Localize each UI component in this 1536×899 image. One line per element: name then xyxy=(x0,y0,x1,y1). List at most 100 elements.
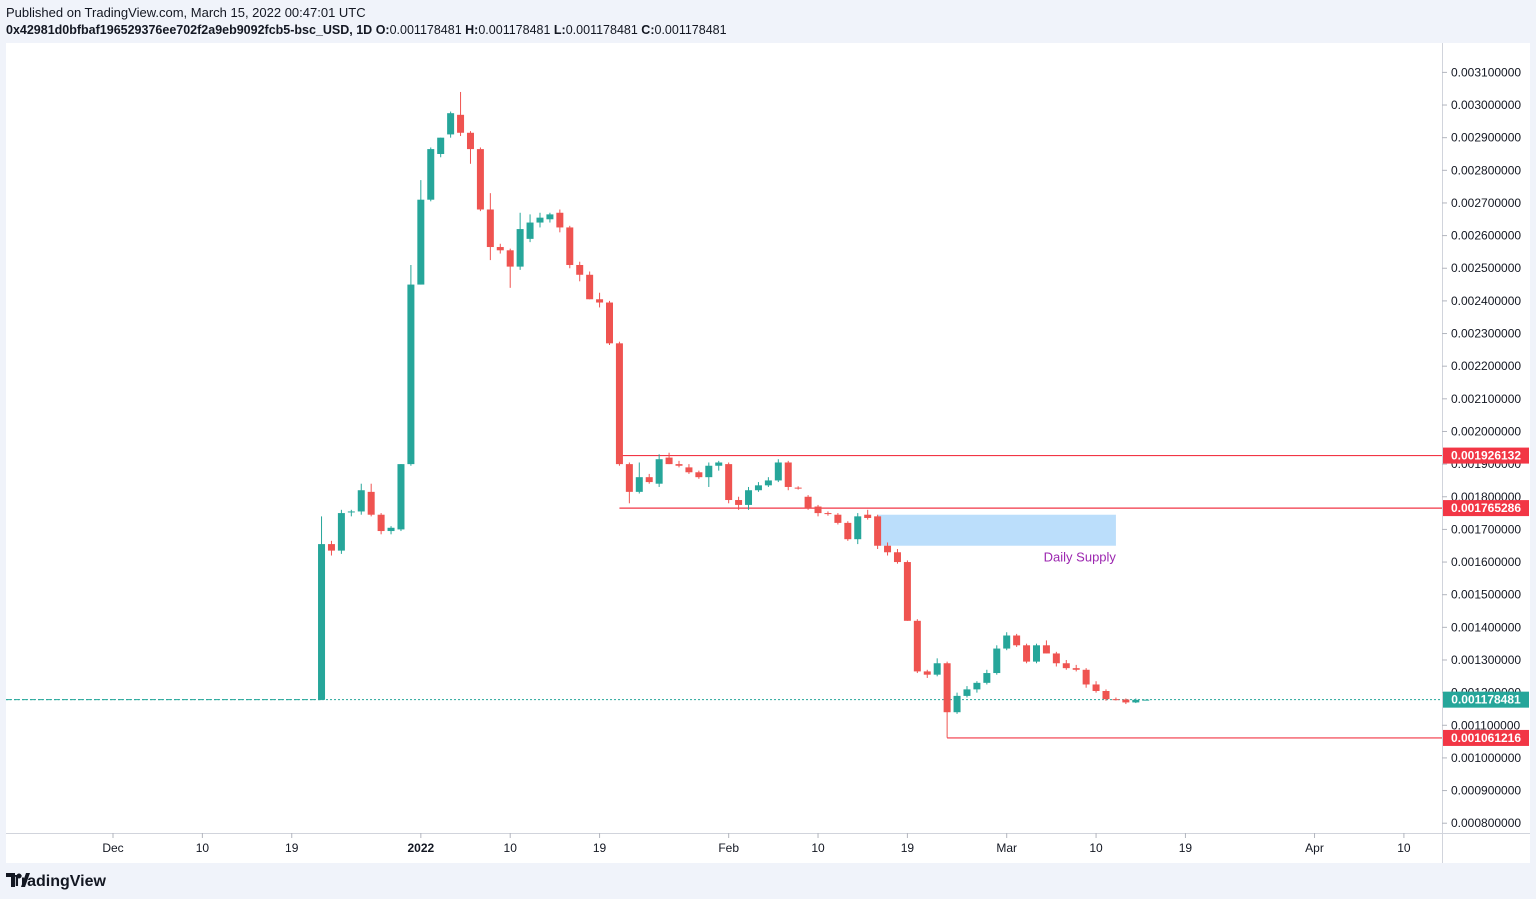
candle-up xyxy=(427,149,435,200)
candle-down xyxy=(884,545,892,553)
tradingview-logo-icon xyxy=(6,873,30,887)
candle-up xyxy=(337,513,345,551)
footer: TradingView xyxy=(6,873,106,891)
candle-down xyxy=(496,247,504,251)
candle-up xyxy=(754,485,762,491)
y-tick-label: 0.000900000 xyxy=(1451,784,1521,798)
level-price-tag-text: 0.001926132 xyxy=(1451,449,1521,463)
candle-down xyxy=(476,149,484,210)
candle-down xyxy=(735,500,743,505)
candle-up xyxy=(387,527,395,532)
candle-up xyxy=(993,648,1001,674)
candle-up xyxy=(437,137,445,154)
candle-up xyxy=(953,695,961,713)
level-price-tag-text: 0.001061216 xyxy=(1451,731,1521,745)
candle-up xyxy=(973,682,981,690)
close-label: C: xyxy=(641,23,655,37)
candle-down xyxy=(1112,699,1120,701)
candle-down xyxy=(377,514,385,532)
x-tick-label: 10 xyxy=(504,841,518,855)
candle-up xyxy=(705,465,713,478)
candle-down xyxy=(864,514,872,518)
y-tick-label: 0.002200000 xyxy=(1451,359,1521,373)
y-tick-label: 0.001300000 xyxy=(1451,653,1521,667)
candle-down xyxy=(824,513,832,515)
candle-down xyxy=(596,299,604,303)
candle-up xyxy=(933,663,941,675)
candle-down xyxy=(1122,699,1130,703)
candle-down xyxy=(1092,684,1100,691)
candle-down xyxy=(1082,669,1090,685)
y-tick-label: 0.001000000 xyxy=(1451,751,1521,765)
candle-down xyxy=(466,132,474,150)
candle-up xyxy=(546,214,554,220)
candle-up xyxy=(357,490,365,512)
y-tick-label: 0.002000000 xyxy=(1451,424,1521,438)
low-value: 0.001178481 xyxy=(565,23,638,37)
level-price-tag xyxy=(1443,447,1529,464)
open-label: O: xyxy=(375,23,390,37)
candle-down xyxy=(1062,663,1070,669)
candle-up xyxy=(407,284,415,465)
candle-down xyxy=(506,250,514,267)
x-tick-label: Mar xyxy=(996,841,1017,855)
symbol-name: 0x42981d0bfbaf196529376ee702f2a9eb9092fc… xyxy=(6,23,373,37)
candle-down xyxy=(486,209,494,248)
candle-down xyxy=(844,522,852,540)
candle-down xyxy=(794,487,802,489)
candle-down xyxy=(606,302,613,344)
level-price-tag-text: 0.001765286 xyxy=(1451,501,1521,515)
x-tick-label: 10 xyxy=(811,841,825,855)
y-tick-label: 0.002800000 xyxy=(1451,163,1521,177)
y-tick-label: 0.000800000 xyxy=(1451,816,1521,830)
level-price-tag xyxy=(1443,500,1529,517)
candle-down xyxy=(675,464,683,466)
y-tick-label: 0.002900000 xyxy=(1451,131,1521,145)
candle-up xyxy=(655,459,663,484)
candle-up xyxy=(1003,635,1011,649)
last-price-tag-text: 0.001178481 xyxy=(1451,693,1521,707)
y-tick-label: 0.001500000 xyxy=(1451,588,1521,602)
candle-down xyxy=(913,620,921,672)
candle-up xyxy=(774,462,782,481)
candle-down xyxy=(903,562,911,621)
x-tick-label: 19 xyxy=(1179,841,1193,855)
candle-down xyxy=(457,114,465,133)
candle-down xyxy=(685,467,693,473)
x-tick-label: Apr xyxy=(1305,841,1324,855)
candle-down xyxy=(834,514,842,523)
candle-up xyxy=(447,113,455,135)
candlestick-chart[interactable]: 0.003100000 0.003000000 0.002900000 0.00280… xyxy=(6,43,1530,863)
candle-down xyxy=(1042,645,1050,654)
candle-down xyxy=(943,663,951,713)
tradingview-brand: TradingView xyxy=(12,873,106,890)
candle-up xyxy=(1142,699,1150,701)
candle-up xyxy=(635,477,643,492)
x-tick-label: 2022 xyxy=(407,841,434,855)
candle-down xyxy=(1013,635,1021,646)
x-tick-label: Feb xyxy=(718,841,739,855)
candle-up xyxy=(1132,699,1140,703)
symbol-ohlc-line: 0x42981d0bfbaf196529376ee702f2a9eb9092fc… xyxy=(6,23,727,37)
candle-down xyxy=(566,227,574,265)
candle-up xyxy=(536,217,544,223)
daily-supply-zone xyxy=(877,514,1116,546)
candle-up xyxy=(854,516,862,540)
y-tick-label: 0.002300000 xyxy=(1451,327,1521,341)
open-value: 0.001178481 xyxy=(389,23,462,37)
x-tick-label: 19 xyxy=(593,841,607,855)
candle-up xyxy=(526,222,534,239)
candle-down xyxy=(327,544,335,551)
y-tick-label: 0.001600000 xyxy=(1451,555,1521,569)
y-tick-label: 0.002700000 xyxy=(1451,196,1521,210)
chart-area[interactable]: 0.003100000 0.003000000 0.002900000 0.00280… xyxy=(6,43,1530,863)
candle-up xyxy=(516,229,524,267)
candle-down xyxy=(695,472,703,478)
x-tick-label: Dec xyxy=(102,841,123,855)
x-tick-label: 19 xyxy=(285,841,299,855)
y-tick-label: 0.002600000 xyxy=(1451,229,1521,243)
candle-up xyxy=(963,689,971,696)
candle-down xyxy=(1072,668,1080,670)
y-tick-label: 0.002500000 xyxy=(1451,261,1521,275)
y-tick-label: 0.002400000 xyxy=(1451,294,1521,308)
